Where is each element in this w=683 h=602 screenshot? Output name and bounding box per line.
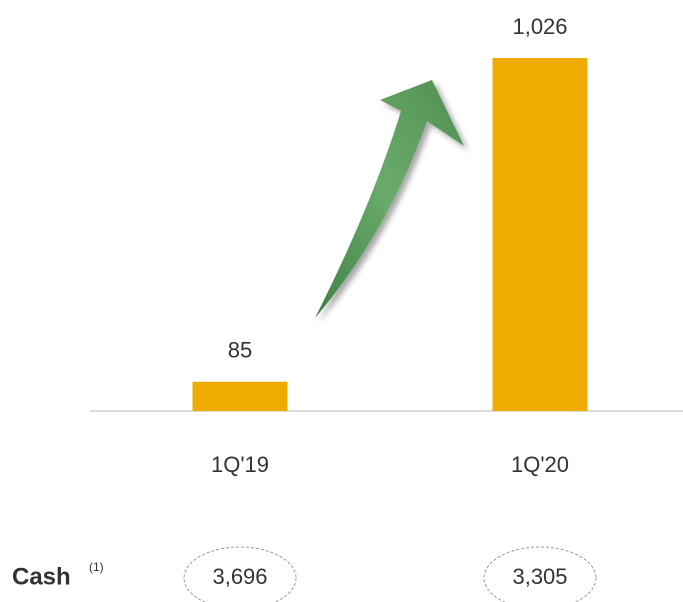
- cash-note: (1): [89, 560, 104, 574]
- cash-ellipse: [183, 546, 297, 602]
- cash-ellipse: [483, 546, 597, 602]
- value-label: 85: [228, 338, 252, 363]
- cash-value: 3,696: [212, 564, 267, 589]
- x-tick-label: 1Q'20: [511, 452, 569, 477]
- bar: [492, 58, 588, 411]
- cash-label: Cash: [12, 563, 71, 590]
- growth-arrow: [315, 80, 464, 318]
- value-label: 1,026: [512, 14, 567, 39]
- x-tick-label: 1Q'19: [211, 452, 269, 477]
- cash-value: 3,305: [512, 564, 567, 589]
- bar: [192, 381, 288, 411]
